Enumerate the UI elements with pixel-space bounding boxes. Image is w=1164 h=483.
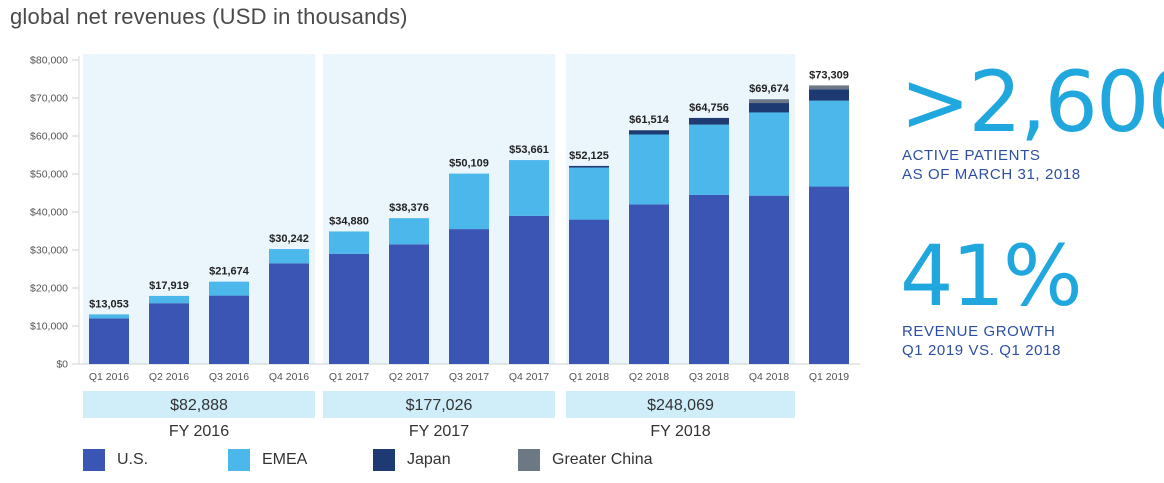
bar-us-q3-2016 [209, 295, 249, 364]
bar-emea-q3-2016 [209, 281, 249, 296]
fy-label: FY 2017 [409, 423, 469, 440]
x-tick-label: Q1 2017 [329, 371, 369, 383]
bar-emea-q4-2016 [269, 249, 309, 264]
x-tick-label: Q1 2016 [89, 371, 129, 383]
bar-japan-q2-2018 [629, 130, 669, 135]
x-tick-label: Q4 2018 [749, 371, 789, 383]
bar-emea-q1-2016 [89, 314, 129, 319]
bar-total-label: $52,125 [569, 150, 609, 162]
bar-total-label: $17,919 [149, 280, 189, 292]
legend-emea: EMEA [228, 449, 307, 471]
legend-us: U.S. [83, 449, 148, 471]
fy-label: FY 2016 [169, 423, 229, 440]
bar-japan-q1-2018 [569, 165, 609, 168]
revenue-growth-stat: 41% [900, 227, 1083, 325]
bar-total-label: $34,880 [329, 215, 369, 227]
x-tick-label: Q2 2018 [629, 371, 669, 383]
bar-us-q1-2019 [809, 186, 849, 364]
y-tick-label: $20,000 [30, 283, 68, 295]
bar-emea-q2-2016 [149, 295, 189, 304]
bar-japan-q1-2019 [809, 89, 849, 101]
bar-us-q2-2018 [629, 204, 669, 364]
legend-us-label: U.S. [117, 451, 149, 468]
fy-label: FY 2018 [650, 423, 710, 440]
fy-total-box [323, 391, 555, 418]
y-tick-label: $50,000 [30, 169, 68, 181]
fy-total-box [566, 391, 795, 418]
bar-total-label: $69,674 [749, 83, 790, 95]
bar-total-label: $21,674 [209, 266, 250, 278]
bar-total-label: $53,661 [509, 144, 549, 156]
bar-emea-q1-2017 [329, 231, 369, 254]
legend-emea-swatch [228, 449, 250, 471]
y-tick-label: $40,000 [30, 207, 68, 219]
y-tick-label: $0 [56, 359, 68, 371]
x-tick-label: Q2 2017 [389, 371, 429, 383]
fy-total-value: $82,888 [170, 397, 228, 414]
legend-greater-china: Greater China [518, 449, 653, 471]
bar-emea-q1-2018 [569, 167, 609, 220]
bar-us-q1-2017 [329, 253, 369, 364]
active-patients-stat: >2,600 [900, 53, 1164, 151]
x-tick-label: Q2 2016 [149, 371, 189, 383]
fy-total-box [83, 391, 315, 418]
bar-us-q3-2018 [689, 194, 729, 364]
x-tick-label: Q4 2016 [269, 371, 309, 383]
active-patients-caption-line2: AS OF MARCH 31, 2018 [902, 166, 1081, 183]
legend-japan-label: Japan [407, 451, 451, 468]
legend-japan: Japan [373, 449, 451, 471]
bar-us-q2-2016 [149, 303, 189, 364]
x-tick-label: Q3 2017 [449, 371, 489, 383]
active-patients-caption-line1: ACTIVE PATIENTS [902, 147, 1041, 164]
x-tick-label: Q1 2018 [569, 371, 609, 383]
bar-japan-q4-2018 [749, 103, 789, 113]
y-tick-label: $10,000 [30, 321, 68, 333]
bar-total-label: $61,514 [629, 114, 670, 126]
fy-total-value: $248,069 [647, 397, 714, 414]
bar-us-q4-2017 [509, 215, 549, 364]
bar-us-q4-2016 [269, 263, 309, 364]
x-tick-label: Q3 2016 [209, 371, 249, 383]
x-tick-label: Q4 2017 [509, 371, 549, 383]
bar-total-label: $73,309 [809, 69, 849, 81]
bar-us-q1-2018 [569, 219, 609, 364]
y-tick-label: $30,000 [30, 245, 68, 257]
bar-total-label: $50,109 [449, 158, 489, 170]
chart-title: global net revenues (USD in thousands) [10, 4, 408, 29]
bar-emea-q2-2017 [389, 218, 429, 245]
y-tick-label: $60,000 [30, 131, 68, 143]
legend-greater-china-swatch [518, 449, 540, 471]
legend-us-swatch [83, 449, 105, 471]
x-tick-label: Q3 2018 [689, 371, 729, 383]
bar-emea-q1-2019 [809, 100, 849, 187]
bar-total-label: $38,376 [389, 202, 429, 214]
legend-emea-label: EMEA [262, 451, 308, 468]
bar-us-q4-2018 [749, 195, 789, 364]
bar-japan-q3-2018 [689, 117, 729, 125]
fy-total-value: $177,026 [406, 397, 473, 414]
bar-total-label: $30,242 [269, 233, 309, 245]
bar-emea-q3-2018 [689, 124, 729, 195]
legend-greater-china-label: Greater China [552, 451, 653, 468]
bar-greater_china-q4-2018 [749, 99, 789, 104]
bar-emea-q3-2017 [449, 173, 489, 230]
y-tick-label: $80,000 [30, 55, 68, 67]
bar-us-q1-2016 [89, 318, 129, 364]
bar-total-label: $64,756 [689, 102, 729, 114]
bar-us-q2-2017 [389, 244, 429, 364]
bar-total-label: $13,053 [89, 298, 129, 310]
bar-emea-q2-2018 [629, 134, 669, 205]
bar-emea-q4-2017 [509, 160, 549, 216]
bar-emea-q4-2018 [749, 112, 789, 196]
revenue-growth-caption-line2: Q1 2019 VS. Q1 2018 [902, 342, 1062, 359]
bar-greater_china-q1-2019 [809, 85, 849, 90]
y-tick-label: $70,000 [30, 93, 68, 105]
x-tick-label: Q1 2019 [809, 371, 849, 383]
legend-japan-swatch [373, 449, 395, 471]
bar-us-q3-2017 [449, 229, 489, 364]
revenue-growth-caption-line1: REVENUE GROWTH [902, 323, 1056, 340]
